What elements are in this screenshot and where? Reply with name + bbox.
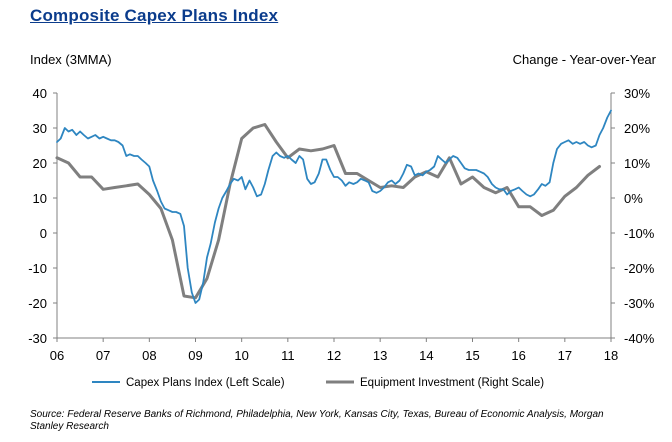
legend: Capex Plans Index (Left Scale) Equipment …: [92, 377, 544, 389]
right-tick-label: 10%: [624, 156, 650, 171]
x-tick-label: 15: [465, 348, 479, 363]
left-tick-label: 10: [33, 191, 47, 206]
x-tick-label: 08: [142, 348, 156, 363]
left-tick-label: 20: [33, 156, 47, 171]
right-tick-label: -20%: [624, 261, 655, 276]
right-tick-label: -10%: [624, 226, 655, 241]
x-tick-label: 12: [327, 348, 341, 363]
right-tick-label: 0%: [624, 191, 643, 206]
left-tick-label: -30: [28, 331, 47, 346]
left-axis-label: Index (3MMA): [30, 52, 112, 67]
left-tick-label: -10: [28, 261, 47, 276]
legend-label: Capex Plans Index (Left Scale): [126, 377, 285, 389]
left-tick-label: 0: [40, 226, 47, 241]
x-tick-label: 11: [281, 348, 295, 363]
right-tick-label: -40%: [624, 331, 655, 346]
chart-title: Composite Capex Plans Index: [30, 6, 279, 25]
x-tick-label: 10: [234, 348, 248, 363]
x-tick-label: 16: [511, 348, 525, 363]
series-lines: [55, 109, 612, 304]
right-tick-label: 20%: [624, 121, 650, 136]
x-tick-label: 14: [419, 348, 433, 363]
source-note: Source: Federal Reserve Banks of Richmon…: [30, 409, 604, 432]
x-tick-label: 07: [96, 348, 110, 363]
left-tick-label: 40: [33, 86, 47, 101]
x-tick-label: 06: [50, 348, 64, 363]
equipment-investment-line: [55, 123, 601, 300]
capex-plans-index-line: [56, 109, 612, 304]
right-tick-label: -30%: [624, 296, 655, 311]
legend-label: Equipment Investment (Right Scale): [360, 377, 544, 389]
x-tick-label: 17: [558, 348, 572, 363]
right-tick-label: 30%: [624, 86, 650, 101]
x-tick-label: 18: [604, 348, 618, 363]
left-tick-label: 30: [33, 121, 47, 136]
x-tick-label: 09: [188, 348, 202, 363]
left-tick-label: -20: [28, 296, 47, 311]
right-axis-label: Change - Year-over-Year: [512, 52, 656, 67]
x-tick-label: 13: [373, 348, 387, 363]
axes: 40 30 20 10 0 -10 -20 -30 30% 20% 10% 0% -10% -20% -30…: [28, 86, 655, 363]
